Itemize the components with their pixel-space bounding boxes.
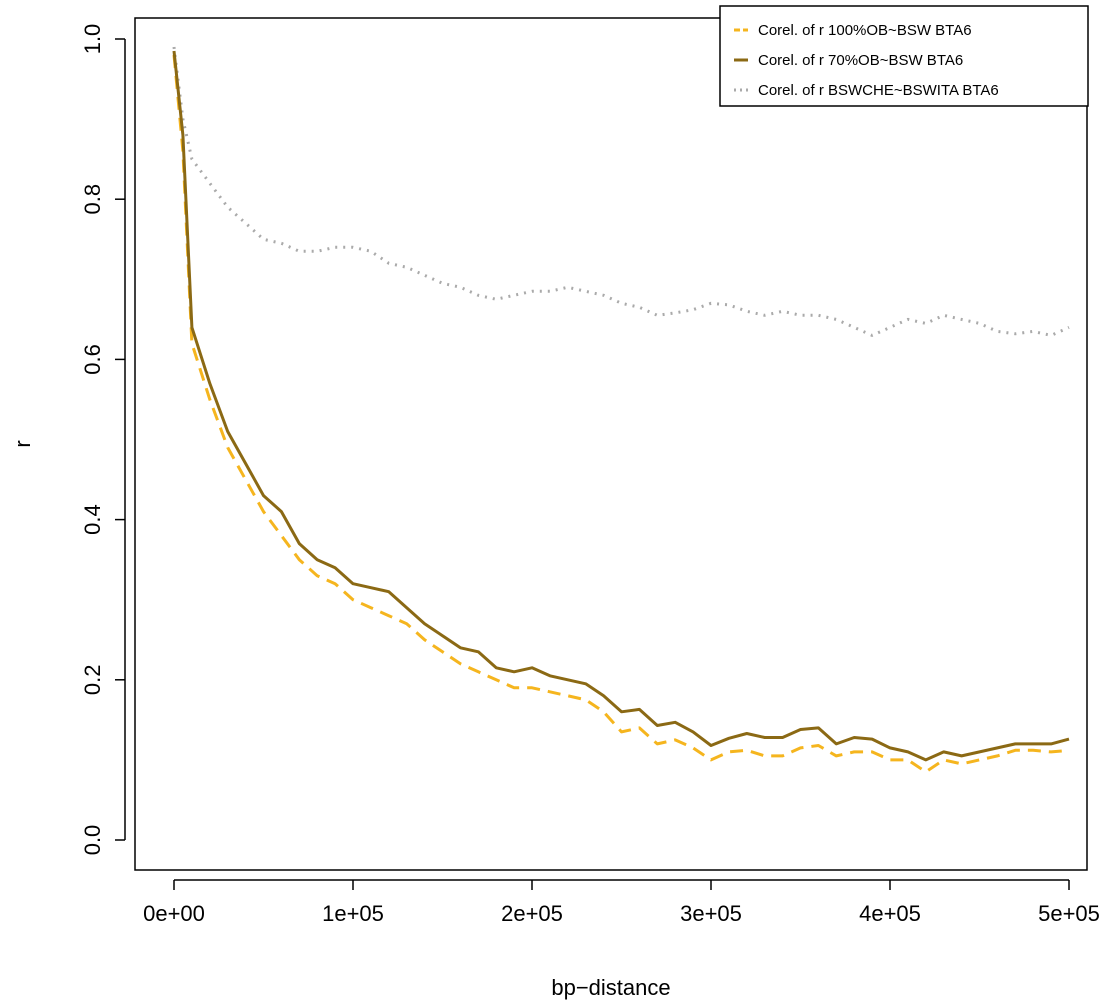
plot-area (134, 17, 1088, 871)
y-tick-label: 0.0 (80, 825, 105, 856)
y-tick-label: 0.4 (80, 504, 105, 535)
legend-label: Corel. of r 70%OB~BSW BTA6 (758, 52, 963, 69)
x-tick-label: 3e+05 (680, 901, 742, 926)
series-line-1 (172, 54, 1070, 774)
x-tick-label: 0e+00 (143, 901, 205, 926)
x-tick-label: 4e+05 (859, 901, 921, 926)
x-tick-label: 5e+05 (1038, 901, 1100, 926)
y-tick-label: 0.6 (80, 344, 105, 375)
x-axis: 0e+00 1e+05 2e+05 3e+05 4e+05 5e+05 (143, 879, 1100, 926)
y-axis: 0.0 0.2 0.4 0.6 0.8 1.0 (80, 24, 126, 856)
y-axis-title: r (10, 440, 35, 447)
legend-box (719, 5, 1089, 107)
legend: Corel. of r 100%OB~BSW BTA6 Corel. of r 7… (719, 5, 1089, 107)
x-tick-label: 1e+05 (322, 901, 384, 926)
legend-label: Corel. of r 100%OB~BSW BTA6 (758, 22, 972, 39)
y-tick-label: 0.2 (80, 665, 105, 696)
y-tick-label: 1.0 (80, 24, 105, 55)
series-line-3 (172, 46, 1070, 337)
legend-label: Corel. of r BSWCHE~BSWITA BTA6 (758, 82, 999, 99)
y-tick-label: 0.8 (80, 184, 105, 215)
series-layer (172, 46, 1070, 774)
series-line-2 (172, 50, 1070, 762)
x-tick-label: 2e+05 (501, 901, 563, 926)
plot-frame (134, 17, 1088, 871)
x-axis-title: bp−distance (551, 975, 670, 1000)
